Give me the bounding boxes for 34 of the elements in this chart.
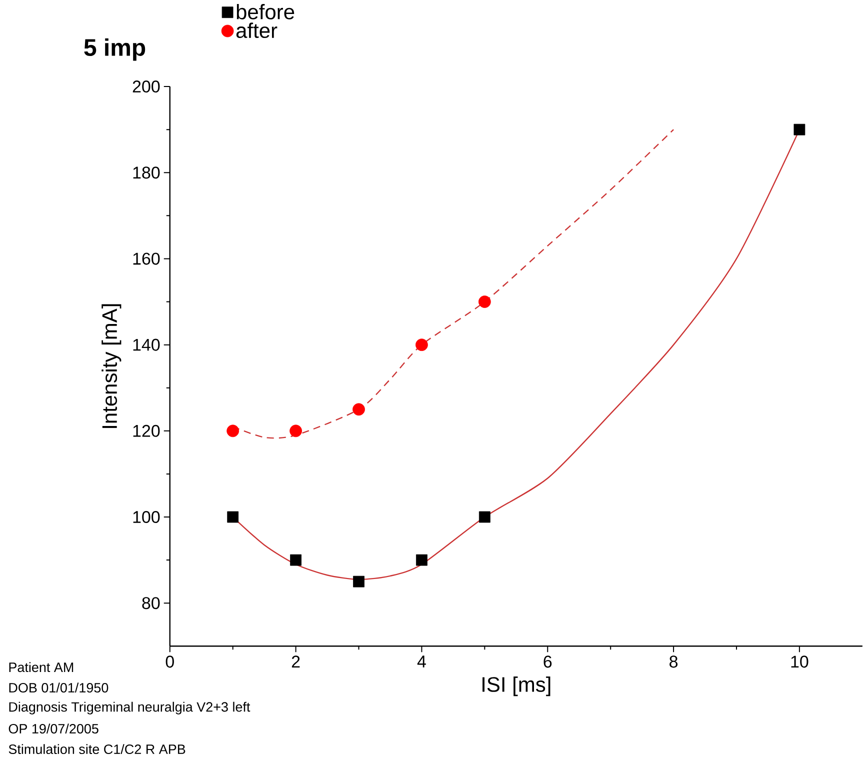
text: DOB 01/01/1950 [9,682,108,693]
y-tick-label: 160 [133,252,160,265]
point [352,403,365,416]
point [478,296,491,308]
text: Patient AM [9,662,74,672]
point [794,124,806,136]
text: Stimulation site C1/C2 R APB [8,744,186,754]
y-tick-label: 80 [142,597,160,610]
point [416,338,428,351]
point [416,554,428,566]
x-tick-label: 10 [791,656,808,668]
point [226,424,240,438]
point [290,554,302,566]
point [353,576,364,588]
y-tick-label: 140 [133,338,160,351]
y-tick-label: 100 [133,510,160,523]
legend-label: before [236,4,294,20]
point [290,424,302,438]
x-axis-title: ISI [ms] [482,676,550,696]
x-tick-label: 6 [544,656,552,668]
x-tick-label: 8 [670,656,678,668]
x-tick-label: 2 [292,656,300,668]
legend-label: after [236,22,278,38]
y-axis-title: Intensity [mA] [102,304,122,428]
text: OP 19/07/2005 [8,724,98,734]
text: Diagnosis Trigeminal neuralgia V2+3 left [9,702,250,714]
y-tick-label: 200 [132,80,160,93]
y-tick-label: 180 [133,166,160,179]
x-tick-label: 0 [166,656,174,668]
point [478,511,490,523]
point [227,511,239,523]
chart-title: 5 imp [84,38,146,61]
x-tick-label: 4 [417,656,426,668]
y-tick-label: 120 [133,424,160,437]
